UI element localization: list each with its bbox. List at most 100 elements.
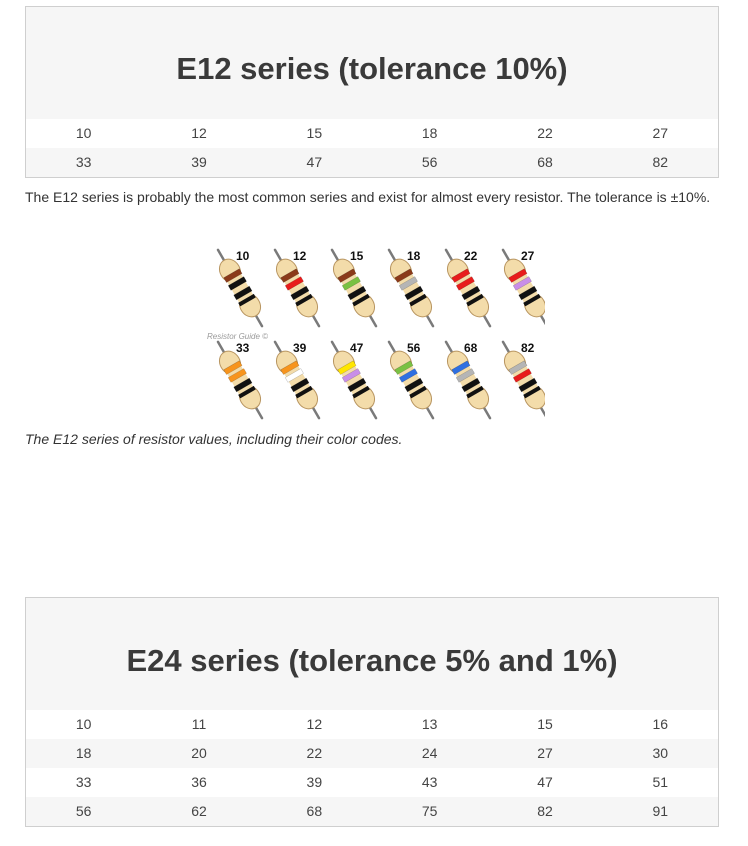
e12-resistor-color-code-image: 10 12 15 18 22 27 33 39 47 56 68 82 Resistor Guide © [207, 248, 545, 420]
color-band [280, 268, 300, 283]
table-row: 56 62 68 75 82 91 [26, 797, 718, 826]
resistor-value-label: 12 [293, 249, 307, 263]
table-cell: 12 [306, 716, 323, 732]
color-band [451, 360, 471, 375]
table-cell: 27 [652, 125, 669, 141]
table-row: 10 11 12 13 15 16 [26, 710, 718, 739]
resistor-10 [216, 248, 264, 328]
table-cell: 18 [75, 745, 92, 761]
table-cell: 75 [421, 803, 438, 819]
e24-table-title: E24 series (tolerance 5% and 1%) [26, 598, 718, 710]
table-row: 33 39 47 56 68 82 [26, 148, 718, 177]
table-cell: 12 [191, 125, 207, 141]
resistor-value-label: 56 [407, 341, 421, 355]
e12-table-title: E12 series (tolerance 10%) [26, 7, 718, 119]
color-band [508, 360, 528, 375]
table-cell: 27 [537, 745, 553, 761]
table-cell: 24 [421, 745, 438, 761]
color-band [280, 360, 300, 375]
table-cell: 68 [306, 803, 323, 819]
color-band [508, 268, 528, 283]
color-band [341, 276, 361, 291]
color-band [337, 360, 357, 375]
color-band [233, 285, 253, 301]
table-cell: 82 [537, 803, 553, 819]
table-cell: 68 [537, 154, 553, 170]
resistor-value-label: 39 [293, 341, 307, 355]
table-cell: 15 [306, 125, 323, 141]
color-band [398, 368, 418, 383]
color-band [455, 276, 475, 291]
table-cell: 22 [537, 125, 553, 141]
color-band [394, 268, 414, 283]
color-band [518, 377, 538, 393]
table-row: 18 20 22 24 27 30 [26, 739, 718, 768]
table-cell: 11 [191, 716, 207, 732]
color-band [461, 377, 481, 393]
color-band [341, 368, 361, 383]
resistor-27 [501, 248, 545, 328]
table-cell: 33 [75, 154, 92, 170]
color-band [290, 285, 310, 301]
resistor-15 [330, 248, 378, 328]
resistor-value-label: 18 [407, 249, 421, 263]
table-cell: 43 [421, 774, 438, 790]
table-cell: 91 [652, 803, 669, 819]
resistor-68 [444, 340, 492, 420]
resistor-47 [330, 340, 378, 420]
resistor-value-label: 82 [521, 341, 535, 355]
color-band [290, 377, 310, 393]
table-cell: 62 [191, 803, 207, 819]
color-band [347, 285, 367, 301]
table-cell: 39 [191, 154, 207, 170]
color-band [233, 377, 253, 393]
table-cell: 18 [421, 125, 438, 141]
table-cell: 16 [652, 716, 669, 732]
color-band [461, 285, 481, 301]
color-band [512, 368, 532, 383]
table-cell: 33 [75, 774, 92, 790]
color-band [227, 368, 247, 383]
resistor-12 [273, 248, 321, 328]
e12-series-table: E12 series (tolerance 10%) 10 12 15 18 2… [25, 6, 719, 178]
resistor-18 [387, 248, 435, 328]
table-cell: 82 [652, 154, 669, 170]
color-band [337, 268, 357, 283]
resistor-39 [273, 340, 321, 420]
resistor-82 [501, 340, 545, 420]
color-band [227, 276, 247, 291]
color-band [404, 285, 424, 301]
table-row: 10 12 15 18 22 27 [26, 119, 718, 148]
watermark: Resistor Guide © [207, 332, 268, 341]
figure-caption: The E12 series of resistor values, inclu… [25, 431, 403, 447]
table-cell: 13 [421, 716, 438, 732]
color-band [398, 276, 418, 291]
color-band [455, 368, 475, 383]
resistor-value-label: 22 [464, 249, 478, 263]
color-band [512, 276, 532, 291]
table-cell: 30 [652, 745, 669, 761]
color-band [223, 360, 243, 375]
color-band [518, 285, 538, 301]
e12-description: The E12 series is probably the most comm… [25, 189, 711, 205]
color-band [223, 268, 243, 283]
resistor-value-label: 15 [350, 249, 364, 263]
table-cell: 56 [75, 803, 92, 819]
table-cell: 51 [652, 774, 669, 790]
table-cell: 56 [421, 154, 438, 170]
color-band [284, 276, 304, 291]
resistor-33 [216, 340, 264, 420]
table-cell: 47 [537, 774, 553, 790]
table-cell: 39 [306, 774, 323, 790]
table-cell: 10 [75, 716, 92, 732]
table-cell: 22 [306, 745, 323, 761]
resistor-value-label: 10 [236, 249, 250, 263]
color-band [347, 377, 367, 393]
color-band [394, 360, 414, 375]
resistor-56 [387, 340, 435, 420]
table-cell: 20 [191, 745, 207, 761]
resistor-value-label: 27 [521, 249, 535, 263]
e24-series-table: E24 series (tolerance 5% and 1%) 10 11 1… [25, 597, 719, 827]
table-cell: 47 [306, 154, 323, 170]
table-row: 33 36 39 43 47 51 [26, 768, 718, 797]
